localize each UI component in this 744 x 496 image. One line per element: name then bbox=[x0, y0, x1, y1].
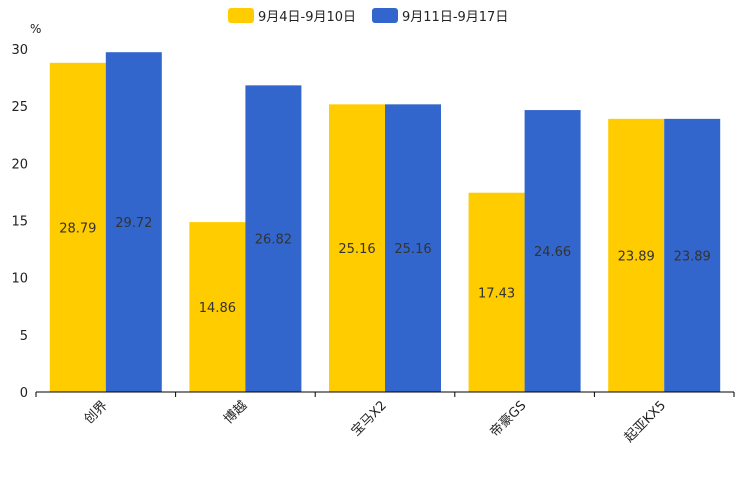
y-tick-label: 0 bbox=[20, 386, 28, 401]
bar-series-1-1 bbox=[189, 222, 246, 392]
x-axis: 创界 博越 宝马X2 帝豪GS 起亚KX5 bbox=[35, 391, 735, 445]
y-tick-label: 10 bbox=[11, 272, 28, 287]
data-label: 17.43 bbox=[478, 286, 515, 301]
x-tick-label: 创界 bbox=[82, 398, 111, 427]
data-label: 28.79 bbox=[59, 221, 96, 236]
bar-series-1-2 bbox=[329, 104, 385, 392]
data-labels: 28.79 29.72 14.86 26.82 25.16 25.16 17.43 24.66… bbox=[59, 216, 711, 316]
bar-series-2-3 bbox=[524, 110, 581, 392]
y-axis-unit: % bbox=[30, 22, 41, 36]
data-label: 25.16 bbox=[394, 242, 431, 257]
legend-label-series-2: 9月11日-9月17日 bbox=[402, 10, 508, 25]
y-tick-label: 20 bbox=[11, 157, 28, 172]
bar-series-1-3 bbox=[468, 192, 525, 392]
data-label: 25.16 bbox=[338, 242, 375, 257]
bar-series-2-0 bbox=[105, 52, 162, 393]
legend-swatch-series-1 bbox=[228, 8, 254, 23]
bar-series-1-4 bbox=[608, 118, 665, 392]
bars bbox=[49, 52, 721, 393]
bar-series-2-4 bbox=[664, 118, 721, 392]
data-label: 26.82 bbox=[255, 233, 292, 248]
data-label: 23.89 bbox=[618, 249, 655, 264]
y-axis-ticks: 0 5 10 15 20 25 30 bbox=[11, 43, 28, 401]
data-label: 14.86 bbox=[199, 301, 236, 316]
x-tick-label: 博越 bbox=[221, 398, 250, 427]
x-tick-label: 帝豪GS bbox=[487, 398, 530, 441]
y-tick-label: 30 bbox=[11, 43, 28, 58]
y-tick-label: 15 bbox=[11, 215, 28, 230]
y-tick-label: 5 bbox=[20, 329, 28, 344]
data-label: 23.89 bbox=[674, 249, 711, 264]
x-tick-label: 起亚KX5 bbox=[622, 398, 669, 445]
data-label: 24.66 bbox=[534, 245, 571, 260]
legend-label-series-1: 9月4日-9月10日 bbox=[258, 10, 356, 25]
bar-series-1-0 bbox=[49, 62, 106, 393]
x-tick-label: 宝马X2 bbox=[349, 398, 390, 439]
bar-series-2-1 bbox=[245, 85, 302, 392]
legend: 9月4日-9月10日 9月11日-9月17日 bbox=[228, 8, 508, 25]
y-tick-label: 25 bbox=[11, 100, 28, 115]
legend-swatch-series-2 bbox=[372, 8, 398, 23]
data-label: 29.72 bbox=[115, 216, 152, 231]
bar-series-2-2 bbox=[385, 104, 441, 392]
